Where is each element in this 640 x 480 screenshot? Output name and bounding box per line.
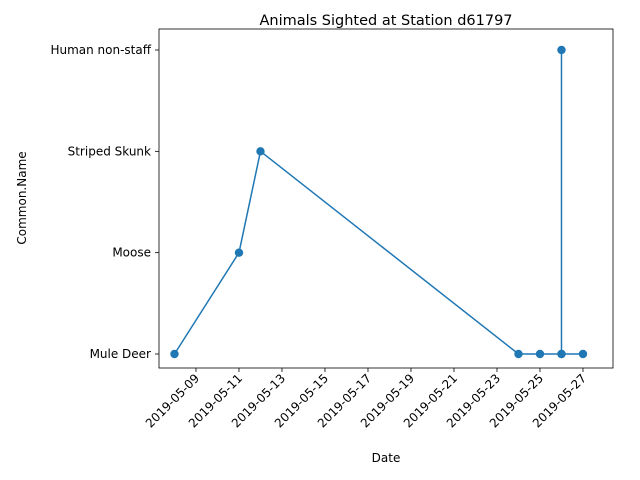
data-point xyxy=(170,349,179,359)
axes-frame xyxy=(158,28,614,369)
data-point xyxy=(256,147,265,156)
chart-title: Animals Sighted at Station d61797 xyxy=(259,13,512,29)
data-point xyxy=(557,45,566,55)
y-tick-label: Human non-staff xyxy=(50,43,151,57)
data-point xyxy=(557,349,566,359)
y-tick-label: Mule Deer xyxy=(90,347,151,361)
x-axis-label: Date xyxy=(372,451,401,465)
y-axis-label: Common.Name xyxy=(15,151,29,244)
data-point xyxy=(514,349,523,359)
data-point xyxy=(578,349,588,359)
y-tick-label: Striped Skunk xyxy=(68,144,151,158)
data-point xyxy=(535,349,545,359)
y-tick-label: Moose xyxy=(112,246,151,260)
series-layer xyxy=(170,45,588,359)
data-point xyxy=(234,248,244,257)
y-axis-ticks: Mule Deer Moose Striped Skunk Human non-sta… xyxy=(50,43,159,361)
